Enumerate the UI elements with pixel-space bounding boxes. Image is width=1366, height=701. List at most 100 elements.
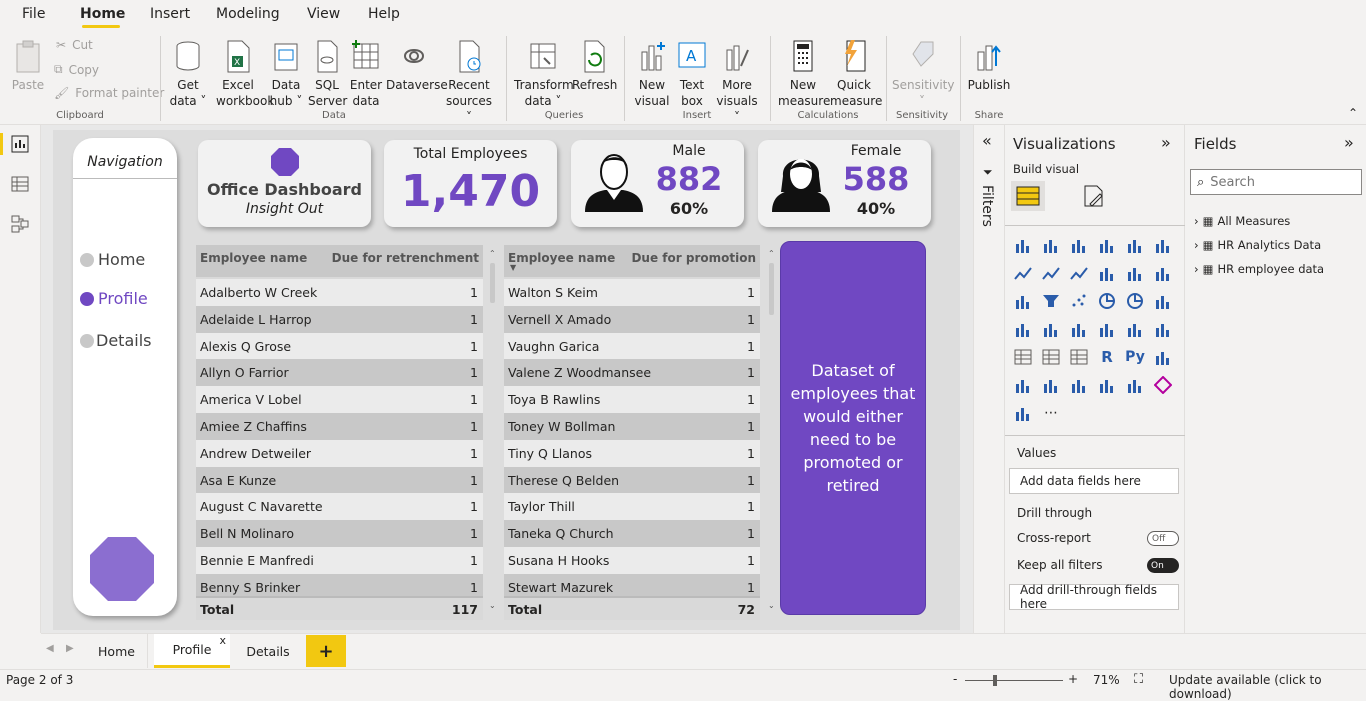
pie-icon[interactable] bbox=[1097, 291, 1117, 311]
filled-map-icon[interactable] bbox=[1041, 319, 1061, 339]
next-page-icon[interactable]: ▶ bbox=[66, 643, 74, 654]
menu-file[interactable]: File bbox=[22, 6, 46, 22]
map-icon[interactable] bbox=[1013, 319, 1033, 339]
table-row[interactable]: America V Lobel 1 bbox=[196, 386, 483, 414]
text-box-button[interactable]: A Text box bbox=[674, 38, 710, 109]
table-icon[interactable] bbox=[1041, 347, 1061, 367]
sql-server-button[interactable]: SQL Server bbox=[308, 38, 347, 109]
card-icon[interactable] bbox=[1097, 319, 1117, 339]
cross-report-toggle[interactable]: Off bbox=[1147, 531, 1179, 546]
model-view-icon[interactable] bbox=[11, 215, 29, 233]
expand-chevron-icon[interactable]: › bbox=[1194, 214, 1199, 228]
zoom-slider[interactable] bbox=[965, 680, 1063, 681]
line-icon[interactable] bbox=[1013, 263, 1033, 283]
nav-profile-button[interactable]: Profile bbox=[80, 289, 148, 308]
table-row[interactable]: Tiny Q Llanos 1 bbox=[504, 439, 760, 467]
zoom-slider-thumb[interactable] bbox=[993, 675, 997, 686]
funnel-alt-icon[interactable] bbox=[1013, 291, 1033, 311]
power-automate-icon[interactable] bbox=[1013, 403, 1033, 423]
enter-data-button[interactable]: Enter data bbox=[348, 38, 384, 109]
transform-data-button[interactable]: Transform data ˅ bbox=[514, 38, 574, 109]
refresh-button[interactable]: Refresh bbox=[572, 38, 617, 93]
recent-sources-button[interactable]: Recent sources ˅ bbox=[442, 38, 496, 125]
expand-chevron-icon[interactable]: › bbox=[1194, 238, 1199, 252]
table-row[interactable]: Toya B Rawlins 1 bbox=[504, 386, 760, 414]
excel-workbook-button[interactable]: X Excel workbook bbox=[216, 38, 274, 109]
sort-desc-icon[interactable]: ▼ bbox=[510, 263, 517, 272]
table-row[interactable]: Vernell X Amado 1 bbox=[504, 305, 760, 333]
table-row[interactable]: Adelaide L Harrop 1 bbox=[196, 305, 483, 333]
waterfall-icon[interactable] bbox=[1153, 263, 1173, 283]
qa-icon[interactable] bbox=[1041, 375, 1061, 395]
r-visual-icon[interactable]: R bbox=[1101, 348, 1113, 366]
format-painter-button[interactable]: 🖌 Format painter bbox=[54, 86, 164, 100]
multi-row-card-icon[interactable] bbox=[1125, 319, 1145, 339]
table-row[interactable]: Taylor Thill 1 bbox=[504, 493, 760, 521]
paste-button[interactable]: Paste bbox=[8, 38, 48, 93]
data-hub-button[interactable]: Data hub ˅ bbox=[266, 38, 306, 109]
paginated-icon[interactable] bbox=[1097, 375, 1117, 395]
column-header-due-promotion[interactable]: Due for promotion bbox=[631, 251, 756, 265]
table-row[interactable]: Allyn O Farrior 1 bbox=[196, 359, 483, 387]
scroll-up-icon[interactable]: ⌃ bbox=[768, 249, 775, 258]
funnel-icon[interactable] bbox=[1041, 291, 1061, 311]
table-row[interactable]: Bennie E Manfredi 1 bbox=[196, 547, 483, 574]
scroll-thumb[interactable] bbox=[490, 263, 495, 303]
tab-home[interactable]: Home bbox=[86, 634, 148, 668]
matrix-icon[interactable] bbox=[1069, 347, 1089, 367]
zoom-out-button[interactable]: - bbox=[953, 672, 958, 686]
fit-to-page-icon[interactable]: ⛶ bbox=[1134, 672, 1144, 687]
cut-button[interactable]: ✂ Cut bbox=[56, 38, 93, 52]
table-row[interactable]: Amiee Z Chaffins 1 bbox=[196, 413, 483, 440]
table-row[interactable]: Therese Q Belden 1 bbox=[504, 466, 760, 494]
table-row[interactable]: Walton S Keim 1 bbox=[504, 279, 760, 306]
scroll-down-icon[interactable]: ⌄ bbox=[768, 601, 775, 610]
dataverse-button[interactable]: Dataverse bbox=[386, 38, 448, 93]
donut-icon[interactable] bbox=[1125, 291, 1145, 311]
table1-scrollbar[interactable]: ⌃ ⌄ bbox=[487, 245, 497, 620]
clustered-bar-icon[interactable] bbox=[1069, 235, 1089, 255]
filters-label[interactable]: Filters bbox=[979, 185, 995, 227]
scroll-up-icon[interactable]: ⌃ bbox=[489, 249, 496, 258]
stacked-column-icon[interactable] bbox=[1041, 235, 1061, 255]
decomposition-tree-icon[interactable] bbox=[1013, 375, 1033, 395]
table-row[interactable]: Adalberto W Creek 1 bbox=[196, 279, 483, 306]
more-visuals-button[interactable]: More visuals ˅ bbox=[712, 38, 762, 125]
table-row[interactable]: Valene Z Woodmansee 1 bbox=[504, 359, 760, 387]
menu-modeling[interactable]: Modeling bbox=[216, 6, 280, 22]
collapse-fields-icon[interactable]: » bbox=[1344, 133, 1354, 152]
quick-measure-button[interactable]: Quick measure bbox=[830, 38, 882, 109]
keep-all-filters-toggle[interactable]: On bbox=[1147, 558, 1179, 573]
python-visual-icon[interactable]: Py bbox=[1125, 349, 1145, 365]
power-apps-icon[interactable] bbox=[1125, 375, 1145, 395]
column-header-employee-name[interactable]: Employee name bbox=[508, 251, 616, 265]
100-column-icon[interactable] bbox=[1153, 235, 1173, 255]
prev-page-icon[interactable]: ◀ bbox=[46, 643, 54, 654]
table-row[interactable]: Asa E Kunze 1 bbox=[196, 466, 483, 494]
tab-profile[interactable]: Profile x bbox=[154, 634, 230, 668]
expand-chevron-icon[interactable]: › bbox=[1194, 262, 1199, 276]
tab-details[interactable]: Details bbox=[246, 643, 290, 659]
filters-pane-collapsed[interactable]: « ⏷ Filters bbox=[973, 125, 1005, 633]
smart-narrative-icon[interactable] bbox=[1069, 375, 1089, 395]
menu-view[interactable]: View bbox=[307, 6, 341, 22]
scroll-down-icon[interactable]: ⌄ bbox=[489, 601, 496, 610]
zoom-in-button[interactable]: + bbox=[1068, 672, 1079, 686]
expand-filters-icon[interactable]: « bbox=[982, 131, 992, 150]
table-row[interactable]: Susana H Hooks 1 bbox=[504, 547, 760, 574]
scatter-icon[interactable] bbox=[1069, 291, 1089, 311]
nav-home-button[interactable]: Home bbox=[80, 250, 145, 269]
table-row[interactable]: Alexis Q Grose 1 bbox=[196, 332, 483, 360]
collapse-visualizations-icon[interactable]: » bbox=[1161, 133, 1171, 152]
kpi-icon[interactable] bbox=[1153, 319, 1173, 339]
line-column-icon[interactable] bbox=[1097, 263, 1117, 283]
copy-button[interactable]: ⧉ Copy bbox=[54, 62, 99, 77]
menu-home[interactable]: Home bbox=[80, 6, 126, 22]
table-row[interactable]: Bell N Molinaro 1 bbox=[196, 520, 483, 548]
publish-button[interactable]: Publish bbox=[966, 38, 1012, 93]
menu-insert[interactable]: Insert bbox=[150, 6, 191, 22]
stacked-area-icon[interactable] bbox=[1069, 263, 1089, 283]
collapse-ribbon-icon[interactable]: ⌃ bbox=[1348, 106, 1359, 120]
table-row[interactable]: Taneka Q Church 1 bbox=[504, 520, 760, 548]
field-item-hr-employee[interactable]: › ▦ HR employee data bbox=[1194, 257, 1324, 281]
